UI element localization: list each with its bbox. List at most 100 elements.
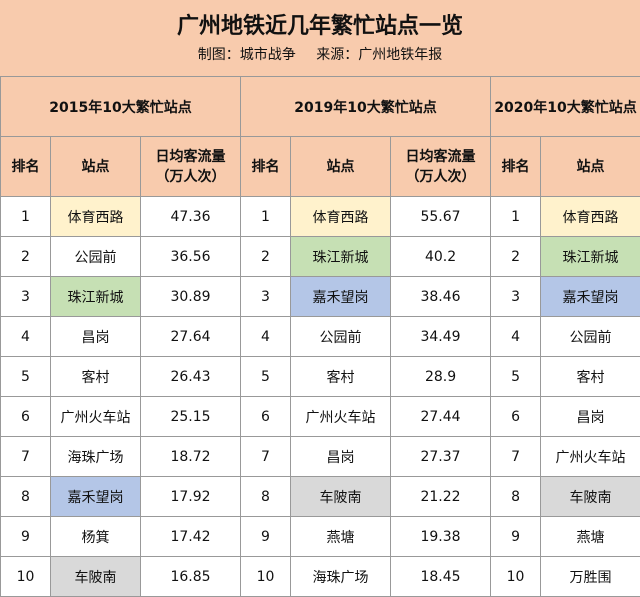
- flow-2019-cell: 21.22: [391, 477, 491, 517]
- station-header: 站点: [291, 137, 391, 197]
- station-2019-cell: 珠江新城: [291, 237, 391, 277]
- flow-header-line2: （万人次）: [156, 169, 226, 185]
- station-2019-cell: 海珠广场: [291, 557, 391, 597]
- rank-2019-cell: 8: [241, 477, 291, 517]
- column-header-row: 排名 站点 日均客流量（万人次） 排名 站点 日均客流量（万人次） 排名 站点: [1, 137, 640, 197]
- station-2015-cell: 广州火车站: [51, 397, 141, 437]
- station-2020-cell: 广州火车站: [541, 437, 640, 477]
- station-2020-cell: 公园前: [541, 317, 640, 357]
- rank-2019-cell: 4: [241, 317, 291, 357]
- rank-2020-cell: 7: [491, 437, 541, 477]
- rank-2015-cell: 7: [1, 437, 51, 477]
- flow-header-line1: 日均客流量: [156, 149, 226, 165]
- flow-2019-cell: 34.49: [391, 317, 491, 357]
- flow-2019-cell: 38.46: [391, 277, 491, 317]
- rank-2020-cell: 2: [491, 237, 541, 277]
- flow-2019-cell: 18.45: [391, 557, 491, 597]
- rank-2020-cell: 8: [491, 477, 541, 517]
- rank-2019-cell: 9: [241, 517, 291, 557]
- station-2019-cell: 昌岗: [291, 437, 391, 477]
- flow-2015-cell: 16.85: [141, 557, 241, 597]
- station-2020-cell: 体育西路: [541, 197, 640, 237]
- rank-2019-cell: 6: [241, 397, 291, 437]
- rank-2019-cell: 5: [241, 357, 291, 397]
- station-header: 站点: [51, 137, 141, 197]
- station-2015-cell: 车陂南: [51, 557, 141, 597]
- flow-2015-cell: 18.72: [141, 437, 241, 477]
- rank-2015-cell: 1: [1, 197, 51, 237]
- rank-header: 排名: [241, 137, 291, 197]
- rank-header: 排名: [491, 137, 541, 197]
- group-2015: 2015年10大繁忙站点: [1, 77, 241, 137]
- station-2015-cell: 海珠广场: [51, 437, 141, 477]
- group-2019: 2019年10大繁忙站点: [241, 77, 491, 137]
- busy-stations-table: 2015年10大繁忙站点 2019年10大繁忙站点 2020年10大繁忙站点 排…: [0, 76, 640, 597]
- station-2015-cell: 体育西路: [51, 197, 141, 237]
- station-2019-cell: 燕塘: [291, 517, 391, 557]
- rank-2019-cell: 2: [241, 237, 291, 277]
- flow-2019-cell: 55.67: [391, 197, 491, 237]
- flow-2019-cell: 27.44: [391, 397, 491, 437]
- station-2015-cell: 珠江新城: [51, 277, 141, 317]
- station-2020-cell: 昌岗: [541, 397, 640, 437]
- flow-2015-cell: 26.43: [141, 357, 241, 397]
- station-2019-cell: 车陂南: [291, 477, 391, 517]
- flow-2015-cell: 17.92: [141, 477, 241, 517]
- rank-2019-cell: 1: [241, 197, 291, 237]
- station-2019-cell: 嘉禾望岗: [291, 277, 391, 317]
- rank-2020-cell: 1: [491, 197, 541, 237]
- station-2020-cell: 嘉禾望岗: [541, 277, 640, 317]
- title-banner: 广州地铁近几年繁忙站点一览 制图：城市战争 来源：广州地铁年报: [0, 0, 640, 77]
- page-title: 广州地铁近几年繁忙站点一览: [0, 8, 640, 40]
- station-2020-cell: 燕塘: [541, 517, 640, 557]
- flow-header-line2: （万人次）: [406, 169, 476, 185]
- flow-2015-cell: 25.15: [141, 397, 241, 437]
- station-2020-cell: 客村: [541, 357, 640, 397]
- rank-2015-cell: 5: [1, 357, 51, 397]
- flow-2015-cell: 47.36: [141, 197, 241, 237]
- rank-2015-cell: 8: [1, 477, 51, 517]
- rank-2015-cell: 9: [1, 517, 51, 557]
- rank-2015-cell: 10: [1, 557, 51, 597]
- flow-header: 日均客流量 （万人次）: [141, 137, 241, 197]
- flow-2019-cell: 40.2: [391, 237, 491, 277]
- rank-2020-cell: 10: [491, 557, 541, 597]
- flow-2015-cell: 30.89: [141, 277, 241, 317]
- station-2015-cell: 杨箕: [51, 517, 141, 557]
- rank-2019-cell: 3: [241, 277, 291, 317]
- rank-2015-cell: 4: [1, 317, 51, 357]
- group-2020: 2020年10大繁忙站点: [491, 77, 640, 137]
- flow-2019-cell: 28.9: [391, 357, 491, 397]
- rank-2020-cell: 4: [491, 317, 541, 357]
- flow-2015-cell: 17.42: [141, 517, 241, 557]
- station-2015-cell: 昌岗: [51, 317, 141, 357]
- rank-2019-cell: 10: [241, 557, 291, 597]
- flow-2015-cell: 36.56: [141, 237, 241, 277]
- source-credit: 来源：广州地铁年报: [316, 47, 442, 63]
- station-2019-cell: 客村: [291, 357, 391, 397]
- rank-header: 排名: [1, 137, 51, 197]
- credit-line: 制图：城市战争 来源：广州地铁年报: [0, 44, 640, 64]
- flow-header: 日均客流量 （万人次）: [391, 137, 491, 197]
- station-2020-cell: 万胜围: [541, 557, 640, 597]
- rank-2020-cell: 9: [491, 517, 541, 557]
- station-2020-cell: 车陂南: [541, 477, 640, 517]
- rank-2020-cell: 3: [491, 277, 541, 317]
- station-2020-cell: 珠江新城: [541, 237, 640, 277]
- rank-2020-cell: 5: [491, 357, 541, 397]
- flow-header-line1: 日均客流量: [406, 149, 476, 165]
- station-2019-cell: 体育西路: [291, 197, 391, 237]
- flow-2019-cell: 19.38: [391, 517, 491, 557]
- rank-2015-cell: 6: [1, 397, 51, 437]
- rank-2019-cell: 7: [241, 437, 291, 477]
- flow-2019-cell: 27.37: [391, 437, 491, 477]
